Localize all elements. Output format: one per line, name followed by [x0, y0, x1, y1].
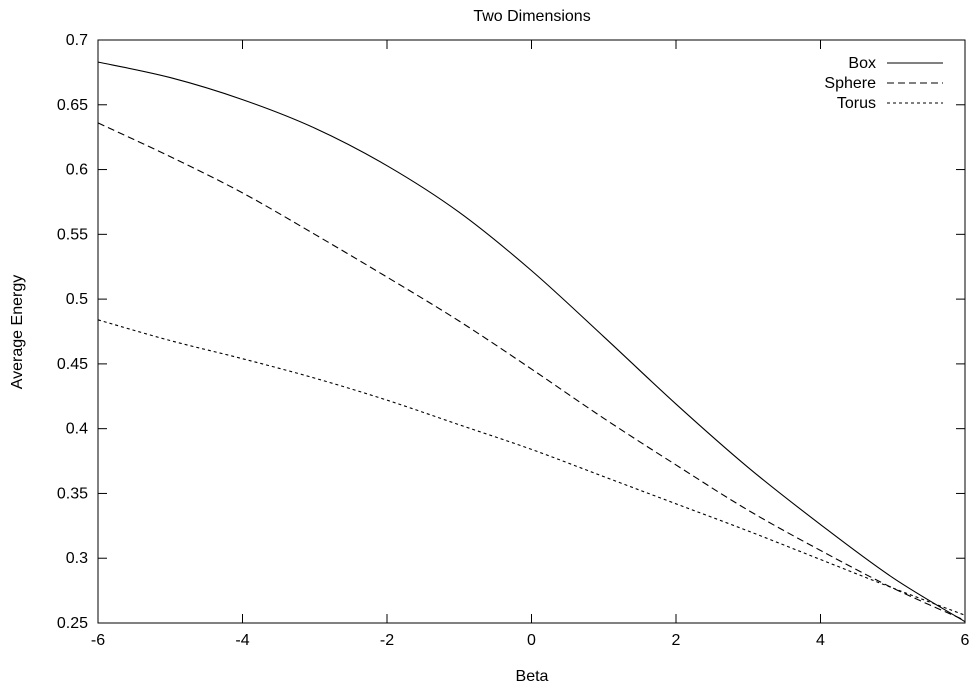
x-tick-label: -2 — [380, 632, 394, 649]
y-tick-label: 0.5 — [66, 291, 88, 308]
y-tick-label: 0.4 — [66, 421, 88, 438]
legend-label-sphere: Sphere — [824, 75, 876, 92]
series-line-torus — [97, 319, 966, 616]
legend: Box Sphere Torus — [824, 55, 943, 112]
x-tick-label: 2 — [672, 632, 681, 649]
x-tick-label: 6 — [961, 632, 970, 649]
axis-ticks: -6 -4 -2 0 2 4 6 0.25 0.3 0.35 0.4 0.45 0.5 0.55 0.6 0.… — [57, 32, 970, 649]
y-tick-label: 0.55 — [57, 226, 88, 243]
x-tick-label: 4 — [816, 632, 825, 649]
x-axis-label: Beta — [516, 668, 549, 685]
y-tick-label: 0.45 — [57, 356, 88, 373]
chart-title: Two Dimensions — [473, 8, 590, 25]
x-tick-label: -6 — [91, 632, 105, 649]
x-tick-label: 0 — [527, 632, 536, 649]
y-tick-label: 0.3 — [66, 550, 88, 567]
x-tick-label: -4 — [235, 632, 249, 649]
series-line-box — [97, 61, 966, 623]
y-axis-label: Average Energy — [9, 275, 26, 389]
y-tick-label: 0.65 — [57, 97, 88, 114]
y-tick-label: 0.6 — [66, 162, 88, 179]
legend-label-torus: Torus — [837, 95, 876, 112]
legend-label-box: Box — [848, 55, 876, 72]
y-tick-label: 0.35 — [57, 485, 88, 502]
series-line-sphere — [97, 122, 966, 621]
y-tick-label: 0.25 — [57, 615, 88, 632]
series-layer — [97, 61, 966, 623]
y-tick-label: 0.7 — [66, 32, 88, 49]
